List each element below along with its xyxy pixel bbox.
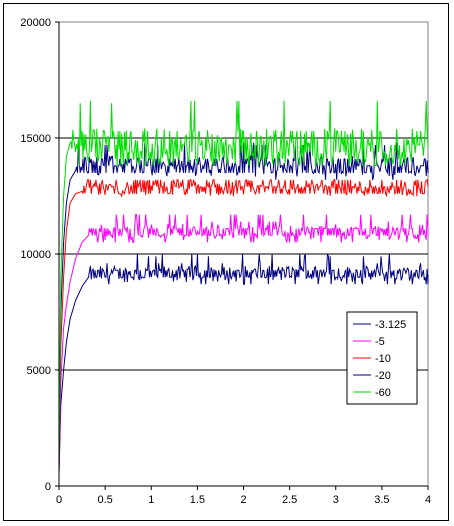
series-line-0 bbox=[58, 253, 429, 475]
legend-label: -5 bbox=[375, 336, 385, 348]
axes: 0 5000 10000 15000 20000 0 0.5 1 1.5 2 2.5 3 3.5 4 bbox=[20, 17, 431, 506]
legend-label: -3.125 bbox=[375, 319, 406, 331]
x-tick-label: 4 bbox=[425, 494, 431, 506]
legend: -3.125 -5 -10 -20 -60 bbox=[346, 311, 418, 405]
legend-label: -20 bbox=[375, 370, 391, 382]
y-tick-label: 15000 bbox=[20, 133, 51, 145]
x-tick-label: 3 bbox=[333, 494, 339, 506]
x-tick-label: 2.5 bbox=[282, 494, 297, 506]
y-tick-label: 10000 bbox=[20, 249, 51, 261]
x-tick-label: 1 bbox=[148, 494, 154, 506]
series-lines bbox=[58, 100, 429, 475]
legend-label: -60 bbox=[375, 387, 391, 399]
x-tick-label: 0 bbox=[56, 494, 62, 506]
x-tick-label: 2 bbox=[240, 494, 246, 506]
x-tick-label: 1.5 bbox=[190, 494, 205, 506]
x-tick-label: 0.5 bbox=[97, 494, 112, 506]
series-line-1 bbox=[58, 214, 429, 473]
x-tick-label: 3.5 bbox=[374, 494, 389, 506]
legend-label: -10 bbox=[375, 353, 391, 365]
y-tick-label: 0 bbox=[45, 481, 51, 493]
y-tick-label: 20000 bbox=[20, 17, 51, 29]
y-tick-label: 5000 bbox=[27, 365, 51, 377]
series-line-2 bbox=[58, 178, 429, 470]
series-line-4 bbox=[58, 100, 429, 466]
series-line-3 bbox=[58, 142, 429, 468]
